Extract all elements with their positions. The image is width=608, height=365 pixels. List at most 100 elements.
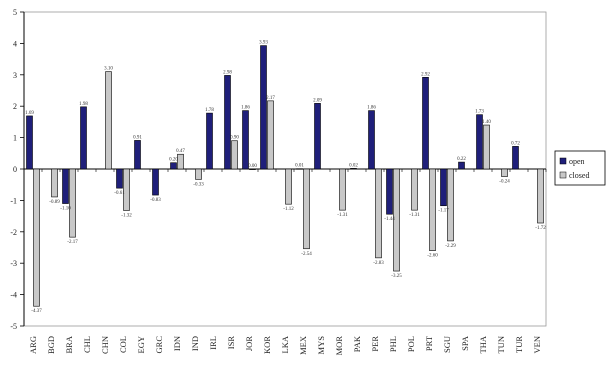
category-label-LKA: LKA xyxy=(280,335,290,353)
category-label-PAK: PAK xyxy=(352,335,362,352)
data-label-open-ISR: 2.98 xyxy=(223,70,232,75)
data-label-closed-IND: -0.33 xyxy=(193,182,204,187)
y-tick-label: 3 xyxy=(13,71,17,80)
data-label-open-PHL: -1.44 xyxy=(384,217,395,222)
category-label-EGY: EGY xyxy=(136,336,146,353)
legend-box xyxy=(554,150,606,186)
bar-closed-JOR xyxy=(249,168,256,170)
data-label-closed-POL: -1.31 xyxy=(409,213,420,218)
data-label-closed-COL: -1.32 xyxy=(121,213,132,218)
bar-open-COL xyxy=(116,168,123,189)
bar-open-PAK xyxy=(350,168,357,170)
data-label-open-SPA: 0.22 xyxy=(457,157,466,162)
data-label-closed-MOR: -1.31 xyxy=(337,213,348,218)
data-label-open-PAK: 0.02 xyxy=(349,163,358,168)
data-label-open-MYS: 2.09 xyxy=(313,98,322,103)
data-label-open-PRT: 2.92 xyxy=(421,72,430,77)
bar-open-SPA xyxy=(458,161,465,170)
y-tick-label: -2 xyxy=(10,228,17,237)
bar-open-EGY xyxy=(134,140,141,170)
legend-swatch-closed xyxy=(559,171,567,179)
bar-open-MEX xyxy=(296,168,303,170)
bar-closed-THA xyxy=(483,124,490,170)
data-label-open-MEX: 0.01 xyxy=(295,164,304,169)
category-label-IND: IND xyxy=(190,336,200,351)
data-label-open-EGY: 0.91 xyxy=(133,135,142,140)
data-label-closed-TUN: -0.24 xyxy=(499,180,510,185)
bar-closed-COL xyxy=(123,168,130,211)
bar-open-KOR xyxy=(260,45,267,170)
bar-open-ISR xyxy=(224,75,231,170)
category-label-ISR: ISR xyxy=(226,336,236,350)
bar-open-TUR xyxy=(512,146,519,170)
y-tick-label: 0 xyxy=(13,165,17,174)
bar-closed-MOR xyxy=(339,168,346,211)
category-label-VEN: VEN xyxy=(532,336,542,353)
category-label-CHL: CHL xyxy=(82,336,92,353)
data-label-open-IRL: 1.78 xyxy=(205,108,214,113)
legend-swatch-open xyxy=(559,157,567,165)
data-label-closed-ARG: -4.37 xyxy=(31,309,42,314)
bar-open-ARG xyxy=(26,115,33,170)
bar-open-PRT xyxy=(422,77,429,170)
category-label-COL: COL xyxy=(118,336,128,353)
category-label-KOR: KOR xyxy=(262,336,272,354)
category-label-BGD: BGD xyxy=(46,336,56,354)
bar-open-PHL xyxy=(386,168,393,215)
bar-closed-VEN xyxy=(537,168,544,224)
chart-axes: -5 -4 -3 -2 -1 0 1 2 3 4 5 xyxy=(10,8,547,331)
y-tick-label: 5 xyxy=(13,8,17,17)
bar-closed-LKA xyxy=(285,168,292,205)
data-label-closed-LKA: -1.12 xyxy=(283,207,294,212)
legend-label-closed: closed xyxy=(569,171,589,180)
category-label-TUR: TUR xyxy=(514,336,524,353)
data-label-open-CHL: 1.98 xyxy=(79,102,88,107)
category-label-SPA: SPA xyxy=(460,335,470,351)
category-label-MOR: MOR xyxy=(334,336,344,356)
category-label-POL: POL xyxy=(406,336,416,352)
data-label-open-SGU: -1.17 xyxy=(438,209,449,214)
bar-open-CHL xyxy=(80,106,87,170)
category-label-THA: THA xyxy=(478,335,488,353)
data-label-closed-ISR: 0.90 xyxy=(230,136,239,141)
chart-category-labels: ARG BGD BRA CHL CHN COL EGY GRC IDN IND IRL ISR JOR K… xyxy=(28,335,542,355)
category-label-IRL: IRL xyxy=(208,336,218,350)
y-tick-label: 4 xyxy=(13,39,17,48)
category-label-JOR: JOR xyxy=(244,336,254,351)
category-label-BRA: BRA xyxy=(64,335,74,353)
bar-closed-MEX xyxy=(303,168,310,250)
bar-closed-IDN xyxy=(177,153,184,170)
data-label-closed-PHL: -3.25 xyxy=(391,274,402,279)
data-label-open-ARG: 1.69 xyxy=(25,111,34,116)
category-label-MEX: MEX xyxy=(298,336,308,355)
category-label-MYS: MYS xyxy=(316,336,326,355)
data-label-closed-MEX: -2.54 xyxy=(301,252,312,257)
y-tick-label: -1 xyxy=(10,196,17,205)
data-label-closed-THA: 1.40 xyxy=(482,120,491,125)
bar-closed-SGU xyxy=(447,168,454,242)
y-tick-label: -5 xyxy=(10,322,17,331)
bar-closed-PHL xyxy=(393,168,400,272)
bar-open-JOR xyxy=(242,110,249,170)
bar-closed-TUN xyxy=(501,168,508,177)
data-label-closed-JOR: 0.00 xyxy=(248,164,257,169)
bar-open-THA xyxy=(476,114,483,170)
bar-closed-IND xyxy=(195,168,202,180)
data-label-closed-VEN: -1.72 xyxy=(535,226,546,231)
data-label-open-JOR: 1.86 xyxy=(241,106,250,111)
category-label-PHL: PHL xyxy=(388,336,398,352)
data-label-open-IDN: 0.20 xyxy=(169,158,178,163)
data-label-open-BRA: -1.10 xyxy=(60,207,71,212)
bar-open-PER xyxy=(368,110,375,170)
chart-legend: open closed xyxy=(554,150,606,186)
legend-label-open: open xyxy=(569,157,585,166)
category-label-ARG: ARG xyxy=(28,336,38,354)
category-label-IDN: IDN xyxy=(172,336,182,351)
data-label-open-TUR: 0.72 xyxy=(511,141,520,146)
category-label-PRT: PRT xyxy=(424,335,434,351)
bar-open-IRL xyxy=(206,112,213,170)
data-label-closed-BRA: -2.17 xyxy=(67,240,78,245)
bar-open-MYS xyxy=(314,103,321,170)
bar-closed-BRA xyxy=(69,168,76,238)
